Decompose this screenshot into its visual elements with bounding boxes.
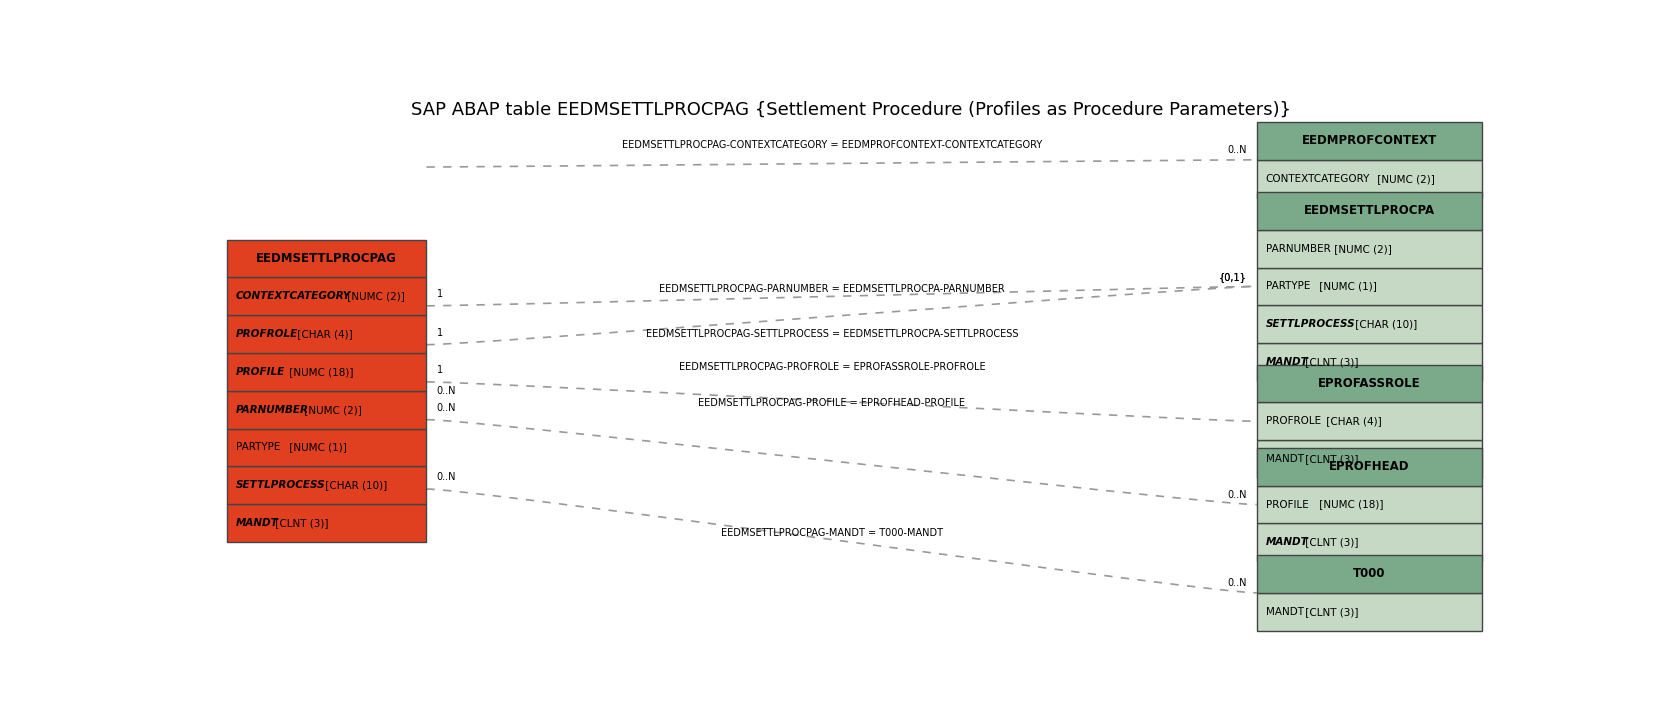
- FancyBboxPatch shape: [228, 504, 427, 541]
- Text: {0,1}: {0,1}: [1219, 272, 1246, 282]
- Text: SETTLPROCESS: SETTLPROCESS: [236, 480, 326, 490]
- Text: {0,1}: {0,1}: [1219, 272, 1246, 282]
- Text: [NUMC (2)]: [NUMC (2)]: [301, 404, 362, 415]
- Text: EEDMSETTLPROCPAG-PROFILE = EPROFHEAD-PROFILE: EEDMSETTLPROCPAG-PROFILE = EPROFHEAD-PRO…: [699, 398, 965, 408]
- Text: [CHAR (10)]: [CHAR (10)]: [1352, 319, 1417, 329]
- Text: CONTEXTCATEGORY: CONTEXTCATEGORY: [1266, 174, 1370, 184]
- FancyBboxPatch shape: [228, 353, 427, 391]
- Text: EEDMSETTLPROCPAG: EEDMSETTLPROCPAG: [256, 252, 397, 265]
- FancyBboxPatch shape: [1257, 486, 1482, 523]
- Text: EEDMSETTLPROCPAG-PARNUMBER = EEDMSETTLPROCPA-PARNUMBER: EEDMSETTLPROCPAG-PARNUMBER = EEDMSETTLPR…: [659, 284, 1005, 294]
- FancyBboxPatch shape: [228, 428, 427, 466]
- Text: 0..N: 0..N: [437, 403, 457, 413]
- Text: MANDT: MANDT: [1266, 537, 1309, 547]
- Text: EEDMSETTLPROCPAG-PROFROLE = EPROFASSROLE-PROFROLE: EEDMSETTLPROCPAG-PROFROLE = EPROFASSROLE…: [679, 362, 985, 372]
- FancyBboxPatch shape: [1257, 523, 1482, 561]
- Text: EPROFASSROLE: EPROFASSROLE: [1319, 377, 1420, 390]
- Text: [NUMC (18)]: [NUMC (18)]: [286, 367, 354, 377]
- Text: [NUMC (2)]: [NUMC (2)]: [1330, 244, 1392, 254]
- Text: [NUMC (1)]: [NUMC (1)]: [1316, 281, 1377, 291]
- FancyBboxPatch shape: [1257, 402, 1482, 440]
- Text: PROFROLE: PROFROLE: [236, 329, 299, 339]
- FancyBboxPatch shape: [1257, 230, 1482, 267]
- Text: PARTYPE: PARTYPE: [1266, 281, 1311, 291]
- Text: 0..N: 0..N: [1227, 490, 1246, 500]
- Text: [CLNT (3)]: [CLNT (3)]: [1302, 606, 1359, 616]
- Text: [CLNT (3)]: [CLNT (3)]: [1302, 537, 1359, 547]
- Text: CONTEXTCATEGORY: CONTEXTCATEGORY: [236, 291, 350, 301]
- Text: PARTYPE: PARTYPE: [236, 443, 281, 452]
- Text: 1: 1: [437, 289, 443, 299]
- Text: EEDMSETTLPROCPA: EEDMSETTLPROCPA: [1304, 204, 1435, 217]
- FancyBboxPatch shape: [1257, 593, 1482, 631]
- Text: MANDT: MANDT: [1266, 606, 1304, 616]
- Text: [CHAR (4)]: [CHAR (4)]: [1324, 416, 1382, 426]
- Text: EEDMSETTLPROCPAG-MANDT = T000-MANDT: EEDMSETTLPROCPAG-MANDT = T000-MANDT: [721, 528, 943, 539]
- FancyBboxPatch shape: [1257, 160, 1482, 198]
- FancyBboxPatch shape: [1257, 343, 1482, 381]
- Text: EEDMPROFCONTEXT: EEDMPROFCONTEXT: [1302, 134, 1437, 147]
- Text: 0..N: 0..N: [437, 386, 457, 397]
- Text: T000: T000: [1354, 567, 1385, 580]
- Text: SAP ABAP table EEDMSETTLPROCPAG {Settlement Procedure (Profiles as Procedure Par: SAP ABAP table EEDMSETTLPROCPAG {Settlem…: [412, 100, 1291, 118]
- FancyBboxPatch shape: [1257, 365, 1482, 402]
- Text: EPROFHEAD: EPROFHEAD: [1329, 460, 1410, 473]
- Text: [CLNT (3)]: [CLNT (3)]: [1302, 357, 1359, 367]
- Text: PARNUMBER: PARNUMBER: [236, 404, 309, 415]
- Text: [NUMC (18)]: [NUMC (18)]: [1316, 500, 1384, 510]
- Text: 0..N: 0..N: [437, 472, 457, 482]
- Text: 1: 1: [437, 328, 443, 338]
- FancyBboxPatch shape: [1257, 122, 1482, 160]
- Text: [CHAR (4)]: [CHAR (4)]: [294, 329, 352, 339]
- Text: PROFILE: PROFILE: [1266, 500, 1309, 510]
- Text: [CLNT (3)]: [CLNT (3)]: [1302, 454, 1359, 464]
- Text: MANDT: MANDT: [1266, 357, 1309, 367]
- Text: MANDT: MANDT: [1266, 454, 1304, 464]
- FancyBboxPatch shape: [1257, 555, 1482, 593]
- Text: 1: 1: [437, 366, 443, 375]
- FancyBboxPatch shape: [228, 278, 427, 315]
- FancyBboxPatch shape: [1257, 267, 1482, 305]
- FancyBboxPatch shape: [228, 466, 427, 504]
- Text: PROFILE: PROFILE: [236, 367, 286, 377]
- Text: [CLNT (3)]: [CLNT (3)]: [272, 518, 329, 528]
- Text: PARNUMBER: PARNUMBER: [1266, 244, 1330, 254]
- Text: SETTLPROCESS: SETTLPROCESS: [1266, 319, 1355, 329]
- FancyBboxPatch shape: [228, 315, 427, 353]
- FancyBboxPatch shape: [1257, 448, 1482, 486]
- FancyBboxPatch shape: [228, 391, 427, 428]
- Text: PROFROLE: PROFROLE: [1266, 416, 1320, 426]
- Text: [NUMC (2)]: [NUMC (2)]: [344, 291, 405, 301]
- FancyBboxPatch shape: [228, 240, 427, 278]
- Text: EEDMSETTLPROCPAG-SETTLPROCESS = EEDMSETTLPROCPA-SETTLPROCESS: EEDMSETTLPROCPAG-SETTLPROCESS = EEDMSETT…: [646, 329, 1018, 339]
- Text: 0..N: 0..N: [1227, 146, 1246, 155]
- Text: [CHAR (10)]: [CHAR (10)]: [322, 480, 387, 490]
- FancyBboxPatch shape: [1257, 305, 1482, 343]
- Text: EEDMSETTLPROCPAG-CONTEXTCATEGORY = EEDMPROFCONTEXT-CONTEXTCATEGORY: EEDMSETTLPROCPAG-CONTEXTCATEGORY = EEDMP…: [621, 140, 1041, 150]
- Text: MANDT: MANDT: [236, 518, 279, 528]
- Text: 0..N: 0..N: [1227, 578, 1246, 588]
- Text: [NUMC (1)]: [NUMC (1)]: [286, 443, 347, 452]
- FancyBboxPatch shape: [1257, 192, 1482, 230]
- Text: [NUMC (2)]: [NUMC (2)]: [1374, 174, 1435, 184]
- FancyBboxPatch shape: [1257, 440, 1482, 478]
